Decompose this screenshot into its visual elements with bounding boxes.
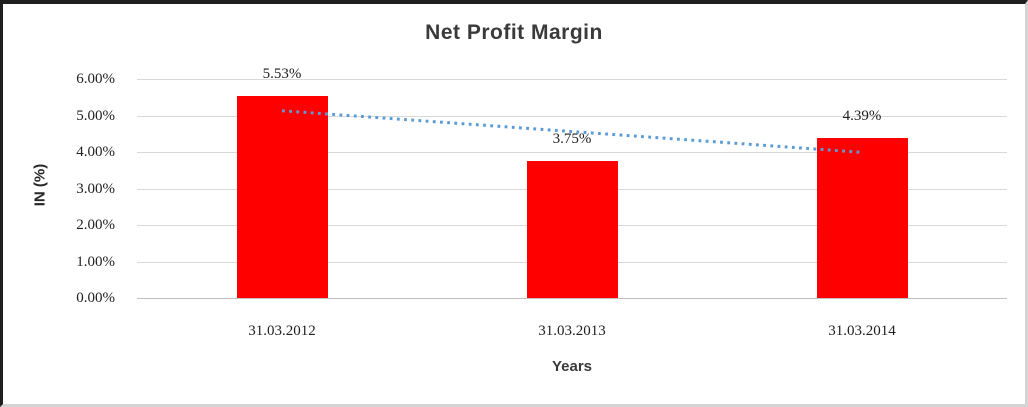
y-tick-label: 3.00% <box>76 180 115 197</box>
chart-title: Net Profit Margin <box>425 21 603 44</box>
y-tick-label: 0.00% <box>76 290 115 306</box>
y-tick-label: 6.00% <box>76 71 115 87</box>
x-tick-label: 31.03.2012 <box>248 323 316 339</box>
gridline <box>137 79 1007 80</box>
x-tick-label: 31.03.2013 <box>538 323 606 339</box>
y-tick-label: 2.00% <box>76 217 115 233</box>
bar-value-label: 4.39% <box>842 107 882 124</box>
bar-31.03.2014 <box>816 137 908 298</box>
bar-31.03.2012 <box>236 96 328 298</box>
x-axis-title: Years <box>551 358 593 375</box>
bar-value-label: 5.53% <box>262 66 302 83</box>
y-tick-label: 4.00% <box>76 144 115 160</box>
x-axis-line <box>137 298 1007 299</box>
bar-31.03.2013 <box>526 161 618 298</box>
y-tick-label: 5.00% <box>76 107 115 124</box>
y-tick-label: 1.00% <box>76 253 115 270</box>
bar-value-label: 3.75% <box>552 131 592 148</box>
x-tick-label: 31.03.2014 <box>828 323 896 339</box>
